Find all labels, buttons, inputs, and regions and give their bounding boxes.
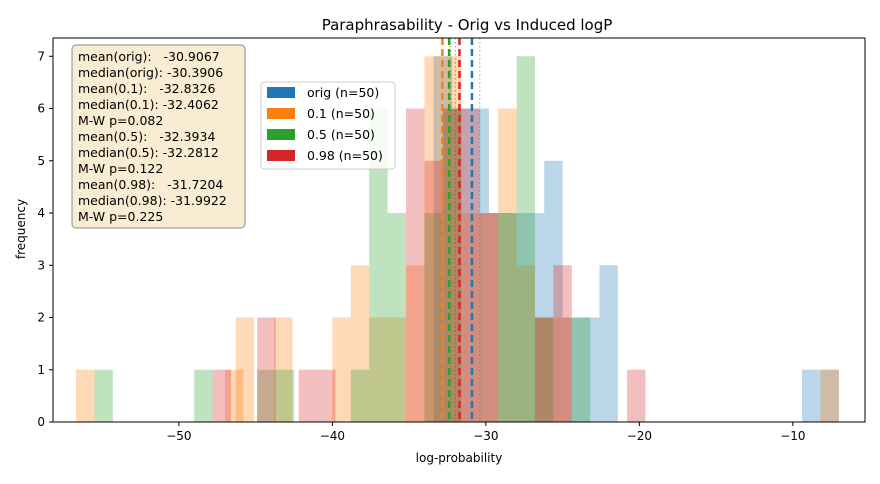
stats-line-2: mean(0.1): -32.8326 (78, 81, 215, 96)
bars-layer (76, 56, 839, 423)
bar-0-11 (820, 369, 839, 422)
bar-0-1 (452, 108, 471, 422)
legend-label-0: orig (n=50) (307, 85, 379, 100)
bar-1-15 (534, 317, 554, 422)
bar-3-5 (424, 160, 443, 422)
legend-label-2: 0.5 (n=50) (307, 127, 375, 142)
bar-2-3 (275, 369, 294, 422)
y-tick-label-4: 4 (37, 206, 45, 220)
x-tick-label-2: −30 (473, 429, 498, 443)
bar-1-7 (387, 317, 407, 422)
bar-0-5 (525, 213, 545, 422)
bar-2-1 (194, 369, 213, 422)
bar-1-2 (235, 317, 255, 422)
stats-line-9: median(0.98): -31.9922 (78, 193, 227, 208)
x-tick-label-3: −20 (627, 429, 652, 443)
x-tick-label-1: −40 (320, 429, 345, 443)
reference-lines-layer (441, 38, 481, 422)
bar-0-4 (507, 213, 526, 422)
bar-3-4 (406, 108, 425, 422)
stats-line-8: mean(0.98): -31.7204 (78, 177, 223, 192)
bar-3-11 (627, 369, 646, 422)
bar-2-11 (534, 317, 554, 422)
legend-swatch-1 (267, 108, 295, 119)
bar-3-7 (461, 108, 480, 422)
bar-3-6 (442, 108, 462, 422)
bar-1-17 (820, 369, 839, 422)
stats-line-6: median(0.5): -32.2812 (78, 145, 219, 160)
bar-3-1 (257, 317, 276, 422)
bar-2-5 (369, 108, 388, 422)
bar-0-7 (562, 317, 582, 422)
stats-line-1: median(orig): -30.3906 (78, 65, 223, 80)
bar-1-8 (406, 265, 425, 422)
stats-box-bg (71, 44, 246, 229)
bar-1-12 (479, 213, 499, 422)
bar-3-2 (298, 369, 318, 422)
bar-2-4 (350, 369, 370, 422)
bar-0-8 (581, 317, 600, 422)
y-tick-label-2: 2 (37, 311, 45, 325)
y-tick-label-1: 1 (37, 363, 45, 377)
legend-label-1: 0.1 (n=50) (307, 106, 375, 121)
bar-1-13 (498, 108, 517, 422)
bar-1-3 (274, 317, 293, 422)
bar-1-1 (224, 369, 244, 422)
stats-line-10: M-W p=0.225 (78, 209, 163, 224)
axes-layer: −50 −40 −30 −20 −10 0 1 2 3 4 5 6 7 (37, 37, 866, 443)
bar-0-9 (599, 265, 618, 422)
y-axis-label: frequency (14, 199, 28, 259)
bar-3-9 (534, 317, 554, 422)
bar-2-7 (424, 213, 443, 422)
stats-line-3: median(0.1): -32.4062 (78, 97, 219, 112)
y-tick-label-0: 0 (37, 415, 45, 429)
bar-2-10 (516, 56, 535, 423)
y-tick-label-6: 6 (37, 102, 45, 116)
stats-line-0: mean(orig): -30.9067 (78, 49, 220, 64)
legend-swatch-3 (267, 150, 295, 161)
bar-3-3 (317, 369, 336, 422)
stats-line-4: M-W p=0.082 (78, 113, 163, 128)
legend-swatch-2 (267, 129, 295, 140)
x-tick-label-4: −10 (780, 429, 805, 443)
bar-0-10 (802, 369, 821, 422)
legend: orig (n=50) 0.1 (n=50) 0.5 (n=50) 0.98 (n=5… (260, 81, 396, 170)
bar-1-4 (332, 317, 351, 422)
stats-line-7: M-W p=0.122 (78, 161, 163, 176)
bar-1-5 (350, 265, 370, 422)
bar-1-0 (76, 369, 95, 422)
bar-1-6 (369, 317, 388, 422)
bar-3-8 (479, 213, 499, 422)
bar-2-2 (257, 369, 276, 422)
y-tick-label-7: 7 (37, 49, 45, 63)
bar-1-16 (553, 317, 572, 422)
stats-line-5: mean(0.5): -32.3934 (78, 129, 215, 144)
legend-swatch-0 (267, 87, 295, 98)
bar-1-11 (461, 213, 480, 422)
legend-label-3: 0.98 (n=50) (307, 148, 383, 163)
bar-1-14 (516, 265, 535, 422)
bar-2-6 (387, 213, 407, 422)
bar-2-0 (94, 369, 113, 422)
bar-2-8 (442, 108, 462, 422)
bar-3-0 (212, 369, 232, 422)
bar-1-10 (442, 56, 462, 423)
x-tick-label-0: −50 (166, 429, 191, 443)
bar-3-10 (553, 265, 572, 422)
plot-frame (52, 37, 866, 423)
y-tick-label-3: 3 (37, 258, 45, 272)
bar-2-12 (571, 317, 591, 422)
bar-0-6 (544, 160, 563, 422)
bar-1-9 (424, 56, 443, 423)
chart-title: Paraphrasability - Orig vs Induced logP (322, 16, 613, 34)
bar-2-9 (498, 213, 517, 422)
bar-0-3 (488, 213, 508, 422)
bar-0-2 (470, 108, 489, 422)
x-axis-label: log-probability (416, 451, 503, 465)
legend-box (260, 81, 396, 170)
y-tick-label-5: 5 (37, 154, 45, 168)
